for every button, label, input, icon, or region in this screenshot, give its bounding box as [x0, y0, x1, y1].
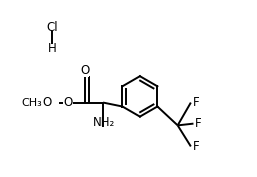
Text: F: F — [192, 140, 199, 153]
Text: NH₂: NH₂ — [93, 116, 115, 129]
Text: O: O — [63, 96, 72, 109]
Text: O: O — [80, 64, 89, 78]
Text: H: H — [48, 42, 57, 55]
Text: Cl: Cl — [46, 21, 58, 33]
Text: CH₃: CH₃ — [22, 98, 42, 108]
Text: O: O — [42, 96, 51, 109]
Text: F: F — [192, 96, 199, 109]
Text: F: F — [195, 117, 202, 130]
